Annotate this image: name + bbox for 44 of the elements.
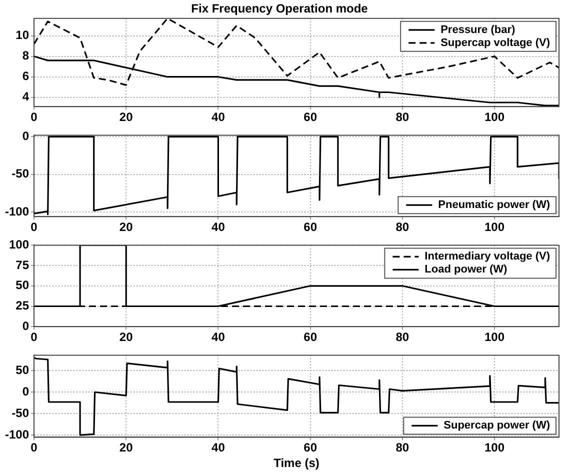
legend-label: Pneumatic power (W) xyxy=(438,199,550,212)
y-tick-label: 0 xyxy=(22,129,30,144)
y-tick-label: 25 xyxy=(16,298,30,313)
y-tick-label: 10 xyxy=(16,28,30,42)
x-tick-label: 100 xyxy=(484,440,505,455)
x-tick-label: 100 xyxy=(484,110,505,124)
x-tick-label: 20 xyxy=(119,330,134,344)
y-tick-label: 8 xyxy=(22,48,30,63)
x-tick-label: 60 xyxy=(304,330,318,344)
x-tick-label: 80 xyxy=(396,330,410,344)
x-tick-label: 80 xyxy=(396,220,410,234)
x-axis-title: Time (s) xyxy=(274,456,320,470)
legend-label: Intermediary voltage (V) xyxy=(424,250,550,263)
x-tick-label: 100 xyxy=(484,330,505,344)
y-tick-label: -100 xyxy=(4,427,30,442)
x-tick-label: 40 xyxy=(212,330,226,344)
y-tick-label: 4 xyxy=(22,90,30,104)
legend-label: Pressure (bar) xyxy=(440,24,516,36)
x-tick-label: 60 xyxy=(304,440,318,455)
x-tick-label: 80 xyxy=(396,110,410,124)
x-tick-label: 100 xyxy=(484,220,505,234)
x-tick-label: 20 xyxy=(119,110,134,124)
y-tick-label: 0 xyxy=(22,318,30,333)
x-tick-label: 40 xyxy=(212,220,226,234)
legend-label: Supercap power (W) xyxy=(444,420,550,432)
y-tick-label: -50 xyxy=(12,406,30,420)
y-tick-label: 75 xyxy=(16,258,30,272)
chart-title: Fix Frequency Operation mode xyxy=(191,2,368,16)
y-tick-label: 50 xyxy=(16,362,30,377)
x-tick-label: 20 xyxy=(119,440,134,455)
x-tick-label: 60 xyxy=(304,110,318,124)
legend-label: Load power (W) xyxy=(424,264,508,276)
x-tick-label: 40 xyxy=(212,110,226,124)
y-tick-label: -50 xyxy=(12,166,30,181)
x-tick-label: 20 xyxy=(119,220,134,234)
y-tick-label: 6 xyxy=(22,69,30,84)
y-tick-label: 0 xyxy=(22,384,30,398)
x-tick-label: 40 xyxy=(212,440,226,455)
y-tick-label: -100 xyxy=(4,204,30,218)
x-tick-label: 60 xyxy=(304,220,318,234)
y-tick-label: 50 xyxy=(16,278,30,292)
legend-label: Supercap voltage (V) xyxy=(440,36,550,49)
x-tick-label: 80 xyxy=(396,440,410,455)
y-tick-label: 100 xyxy=(8,238,30,252)
